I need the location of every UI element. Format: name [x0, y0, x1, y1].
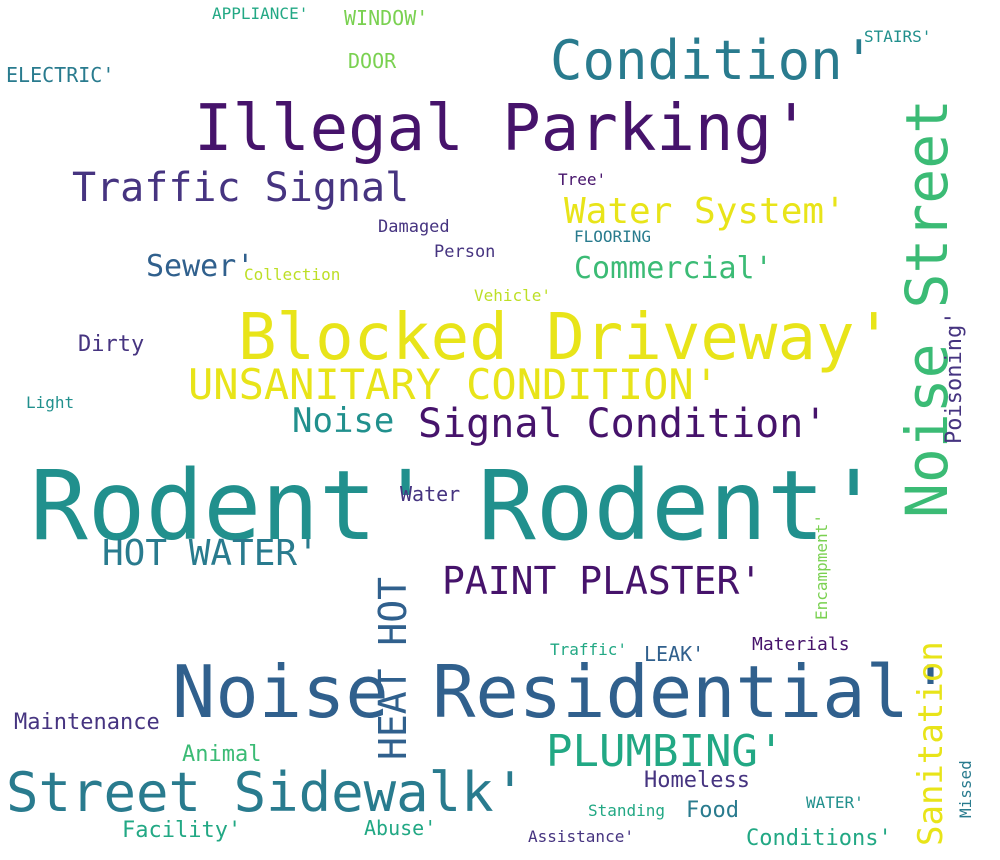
word-leak: LEAK' [644, 642, 705, 666]
word-animal: Animal [182, 742, 262, 767]
word-abuse: Abuse' [364, 816, 437, 840]
word-conditions: Conditions' [746, 826, 892, 851]
word-standing: Standing [588, 801, 666, 820]
word-blocked-driveway: Blocked Driveway' [238, 301, 894, 375]
word-condition: Condition' [550, 29, 876, 92]
word-signal-condition: Signal Condition' [418, 401, 828, 447]
word-materials: Materials [752, 634, 850, 655]
word-vehicle: Vehicle' [474, 286, 552, 305]
word-water-caps: WATER' [806, 793, 864, 812]
word-commercial: Commercial' [574, 251, 773, 286]
word-door: DOOR [348, 49, 397, 73]
word-food: Food [686, 798, 739, 823]
word-noise-residential: Noise Residential' [172, 650, 953, 734]
word-noise-street: Noise Street [893, 98, 961, 518]
word-heat-hot: HEAT HOT [371, 576, 415, 760]
word-maintenance: Maintenance [14, 710, 160, 735]
word-tree: Tree' [558, 170, 607, 189]
word-sanitation: Sanitation [911, 641, 951, 846]
word-water: Water [400, 482, 461, 506]
word-missed: Missed [956, 760, 975, 818]
word-encampment: Encampment' [812, 514, 831, 620]
word-rodent-2: Rodent' [478, 450, 883, 562]
word-street-sidewalk: Street Sidewalk' [6, 761, 527, 824]
word-rodent-1: Rodent' [30, 450, 435, 562]
word-electric: ELECTRIC' [6, 63, 115, 87]
word-water-system: Water System' [564, 191, 846, 232]
word-homeless: Homeless [644, 768, 750, 793]
word-assistance: Assistance' [528, 827, 634, 846]
word-window: WINDOW' [344, 6, 429, 30]
word-poisoning: Poisoning' [942, 311, 967, 444]
word-damaged: Damaged [378, 217, 450, 237]
word-noise: Noise [292, 401, 395, 441]
word-dirty: Dirty [78, 332, 145, 357]
word-sewer: Sewer' [146, 249, 255, 284]
word-stairs: STAIRS' [864, 27, 932, 46]
word-light: Light [26, 393, 75, 412]
word-person: Person [434, 242, 496, 262]
word-flooring: FLOORING [574, 227, 652, 246]
word-traffic: Traffic' [550, 640, 628, 659]
word-illegal-parking: Illegal Parking' [194, 92, 811, 166]
word-hot-water: HOT WATER' [102, 533, 319, 574]
word-paint-plaster: PAINT PLASTER' [442, 559, 763, 603]
word-appliance: APPLIANCE' [212, 4, 309, 23]
word-traffic-signal: Traffic Signal [72, 165, 410, 211]
word-collection: Collection [244, 265, 341, 284]
word-plumbing: PLUMBING' [546, 726, 785, 777]
word-facility: Facility' [122, 818, 242, 843]
word-unsanitary-condition: UNSANITARY CONDITION' [188, 360, 720, 409]
